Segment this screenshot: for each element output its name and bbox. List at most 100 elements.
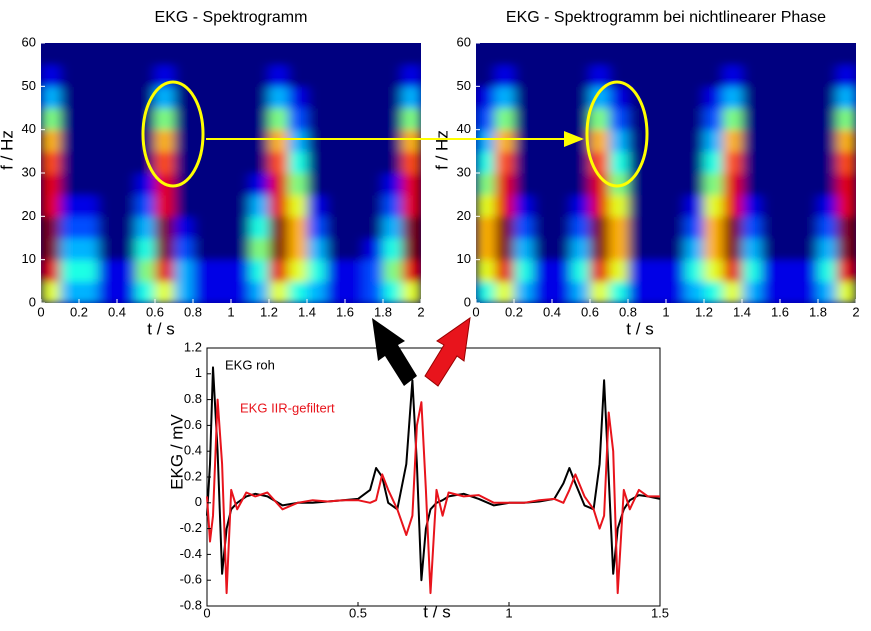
annotations [141, 80, 649, 387]
heatmap-cell [799, 281, 819, 303]
heatmap-cell [364, 259, 384, 282]
heatmap-cell [212, 108, 232, 131]
heatmap-cell [476, 151, 496, 174]
heatmap-cell [761, 151, 781, 174]
heatmap-cell [799, 216, 819, 239]
y-tick-label: 40 [457, 121, 471, 136]
heatmap-cell [837, 281, 856, 303]
x-axis-label: t / s [423, 602, 450, 621]
heatmap-cell [552, 86, 572, 109]
x-tick-label: 0.5 [349, 605, 367, 620]
heatmap-cell [799, 194, 819, 217]
y-axis-label: f / Hz [0, 130, 16, 170]
heatmap-cell [647, 151, 667, 174]
heatmap-cell [818, 64, 838, 87]
heatmap-cell [155, 238, 175, 261]
x-tick-label: 2 [417, 304, 424, 319]
heatmap-cell [117, 216, 137, 239]
data-line [206, 398, 660, 595]
heatmap-cell [79, 151, 99, 174]
heatmap-cell [666, 173, 686, 196]
heatmap-cell [685, 129, 705, 152]
heatmap-cell [250, 259, 270, 282]
heatmap-cell [552, 173, 572, 196]
heatmap-cell [231, 216, 251, 239]
heatmap-cell [193, 64, 213, 87]
heatmap-cell [231, 108, 251, 131]
heatmap-cell [60, 43, 80, 66]
heatmap-cell [571, 194, 591, 217]
heatmap-cell [780, 151, 800, 174]
x-tick-label: 0 [472, 304, 479, 319]
heatmap-cell [345, 194, 365, 217]
heatmap-cell [402, 194, 421, 217]
heatmap-cell [383, 86, 403, 109]
heatmap-cell [685, 194, 705, 217]
heatmap-cell [326, 173, 346, 196]
heatmap-cell [761, 173, 781, 196]
heatmap-cell [155, 151, 175, 174]
heatmap-cell [79, 108, 99, 131]
heatmap-cell [364, 108, 384, 131]
heatmap-cell [364, 173, 384, 196]
heatmap-cell [155, 43, 175, 66]
heatmap-cell [193, 173, 213, 196]
y-tick-label: 0 [29, 294, 36, 309]
heatmap-cell [383, 238, 403, 261]
heatmap-cell [628, 43, 648, 66]
heatmap-cell [647, 108, 667, 131]
heatmap-cell [41, 86, 61, 109]
heatmap-cell [307, 238, 327, 261]
heatmap-cell [212, 64, 232, 87]
heatmap-cell [212, 259, 232, 282]
heatmap-cell [60, 86, 80, 109]
heatmap-cell [98, 64, 118, 87]
heatmap-cell [117, 173, 137, 196]
y-tick-label: 30 [22, 164, 36, 179]
heatmap-cells [41, 43, 421, 303]
heatmap-cell [136, 238, 156, 261]
heatmap-cell [799, 43, 819, 66]
heatmap-cell [117, 238, 137, 261]
heatmap-cell [155, 259, 175, 282]
heatmap-cell [780, 64, 800, 87]
x-tick-label: 0.4 [108, 304, 126, 319]
heatmap-cell [837, 151, 856, 174]
heatmap-cell [799, 129, 819, 152]
heatmap-cell [533, 259, 553, 282]
heatmap-cell [837, 216, 856, 239]
heatmap-cell [799, 238, 819, 261]
heatmap-cell [590, 216, 610, 239]
heatmap-cell [647, 86, 667, 109]
heatmap-cell [552, 281, 572, 303]
heatmap-cell [174, 43, 194, 66]
heatmap-cell [742, 151, 762, 174]
heatmap-cell [288, 259, 308, 282]
heatmap-cell [628, 108, 648, 131]
heatmap-cell [212, 129, 232, 152]
heatmap-cell [495, 86, 515, 109]
heatmap-cell [837, 173, 856, 196]
heatmap-cell [136, 86, 156, 109]
heatmap-cell [174, 151, 194, 174]
heatmap-cell [155, 129, 175, 152]
heatmap-cell [193, 151, 213, 174]
heatmap-cell [402, 43, 421, 66]
heatmap-cell [269, 259, 289, 282]
x-tick-label: 0.2 [505, 304, 523, 319]
heatmap-cell [79, 259, 99, 282]
heatmap-cell [193, 281, 213, 303]
heatmap-cell [345, 216, 365, 239]
heatmap-cell [174, 86, 194, 109]
heatmap-cell [761, 108, 781, 131]
heatmap-cell [383, 281, 403, 303]
heatmap-cell [136, 259, 156, 282]
heatmap-cell [704, 64, 724, 87]
heatmap-cell [571, 64, 591, 87]
heatmap-cell [212, 216, 232, 239]
heatmap-cell [117, 129, 137, 152]
heatmap-cell [742, 259, 762, 282]
heatmap-cell [231, 281, 251, 303]
heatmap-cell [552, 194, 572, 217]
